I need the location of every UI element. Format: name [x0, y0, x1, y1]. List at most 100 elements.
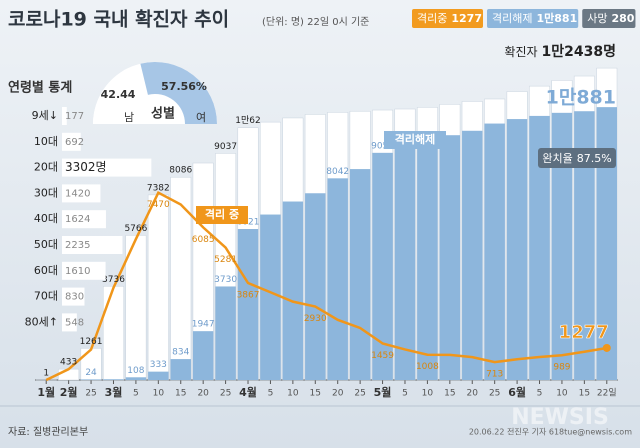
value-label: 6085 — [192, 235, 215, 245]
badge — [487, 9, 579, 28]
badge-value: 1만881 — [536, 11, 577, 25]
value-label: 24 — [85, 368, 97, 378]
x-tick-label: 20 — [467, 389, 479, 399]
recovery-value: 87.5% — [577, 152, 612, 165]
value-label: 1 — [43, 368, 49, 378]
category-label: 80세↑ — [25, 315, 58, 328]
bar — [462, 130, 483, 380]
line — [45, 190, 607, 382]
value-label: 7382 — [147, 183, 170, 193]
x-tick-label: 5월 — [374, 385, 392, 399]
bar — [62, 184, 101, 203]
bar — [439, 135, 461, 380]
slice — [93, 63, 148, 124]
bar — [327, 178, 348, 380]
bar — [62, 210, 106, 229]
value-label: 2235 — [65, 240, 90, 251]
x-tick-label: 15 — [579, 389, 590, 399]
series-tag — [384, 131, 446, 149]
x-tick-label: 25 — [85, 389, 96, 399]
bar — [62, 107, 67, 125]
line-end — [602, 343, 611, 352]
value-label: 1만62 — [235, 115, 260, 126]
bar — [394, 145, 416, 380]
category-label: 9세↓ — [32, 109, 58, 122]
title: 코로나19 국내 확진자 추이 — [8, 8, 229, 31]
bar — [170, 359, 191, 380]
x-tick-label: 25 — [220, 389, 231, 399]
bar — [529, 115, 550, 381]
source: 자료: 질병관리본부 — [8, 426, 88, 438]
value-label: 1610 — [65, 266, 90, 277]
bar — [103, 286, 124, 381]
value-label: 5281 — [214, 255, 237, 265]
category-label: 50대 — [34, 238, 58, 251]
badge — [582, 9, 636, 28]
value-label: 692 — [65, 137, 84, 148]
x-tick-label: 20 — [197, 389, 209, 399]
bar — [62, 313, 77, 332]
bar — [215, 286, 236, 380]
value-label: 333 — [150, 360, 167, 370]
bar — [192, 331, 214, 380]
value-label: 3730 — [214, 275, 237, 285]
slice-value: 57.56% — [161, 80, 207, 93]
value-label: 1261 — [80, 337, 103, 347]
x-tick-label: 10 — [153, 389, 165, 399]
value-label: 8086 — [169, 166, 192, 176]
x-tick-label: 5 — [133, 389, 139, 399]
badge-text: 격리해제 1만881 — [492, 11, 577, 25]
bar — [58, 368, 80, 381]
confirmed-total: 확진자 1만2438명 — [504, 43, 616, 60]
value-label: 108 — [127, 366, 144, 376]
confirmed-value: 1만2438명 — [542, 43, 616, 60]
value-label: 1459 — [371, 351, 394, 361]
bar — [574, 111, 595, 381]
badge-text: 격리중 1277 — [417, 12, 482, 25]
bar — [62, 236, 123, 254]
x-tick-label: 15 — [175, 389, 186, 399]
badge-value: 280 — [611, 12, 634, 25]
value-label: 1008 — [416, 362, 439, 372]
category-label: 30대 — [34, 186, 58, 199]
value-label: 8042 — [326, 167, 349, 177]
badge-label: 사망 — [587, 12, 607, 25]
recovery-text: 완치율 87.5% — [542, 152, 611, 165]
isolation-end: 1277 — [559, 322, 609, 343]
bar — [372, 152, 393, 380]
category-label: 40대 — [34, 212, 58, 225]
x-tick-label: 10 — [556, 389, 568, 399]
badge-label: 격리중 — [417, 12, 447, 25]
x-tick-label: 15 — [444, 389, 455, 399]
x-tick-label: 25 — [489, 389, 500, 399]
bar — [596, 107, 617, 380]
bar — [484, 123, 505, 380]
value-label: 433 — [60, 358, 77, 368]
badge-label: 격리해제 — [492, 11, 532, 25]
value-label: 7470 — [147, 200, 170, 210]
x-tick-label: 4월 — [239, 385, 257, 399]
x-tick-label: 25 — [354, 389, 365, 399]
bar — [282, 201, 304, 380]
x-tick-label: 2월 — [60, 385, 78, 399]
bar — [80, 379, 102, 380]
slice — [140, 61, 217, 124]
series-tag — [196, 206, 248, 224]
slice-name: 여 — [196, 111, 206, 124]
bar — [349, 169, 371, 380]
bar — [62, 132, 81, 151]
value-label: 5766 — [124, 224, 147, 234]
bar — [551, 112, 573, 381]
bar — [260, 214, 281, 380]
category-label: 10대 — [34, 135, 58, 148]
x-tick-label: 15 — [310, 389, 321, 399]
bar — [62, 158, 152, 177]
value-label: 830 — [65, 292, 84, 303]
bar — [62, 261, 106, 280]
value-label: 548 — [65, 317, 84, 328]
x-tick-label: 10 — [422, 389, 434, 399]
x-tick-label: 3월 — [105, 385, 123, 399]
slice-value: 42.44 — [101, 88, 136, 101]
